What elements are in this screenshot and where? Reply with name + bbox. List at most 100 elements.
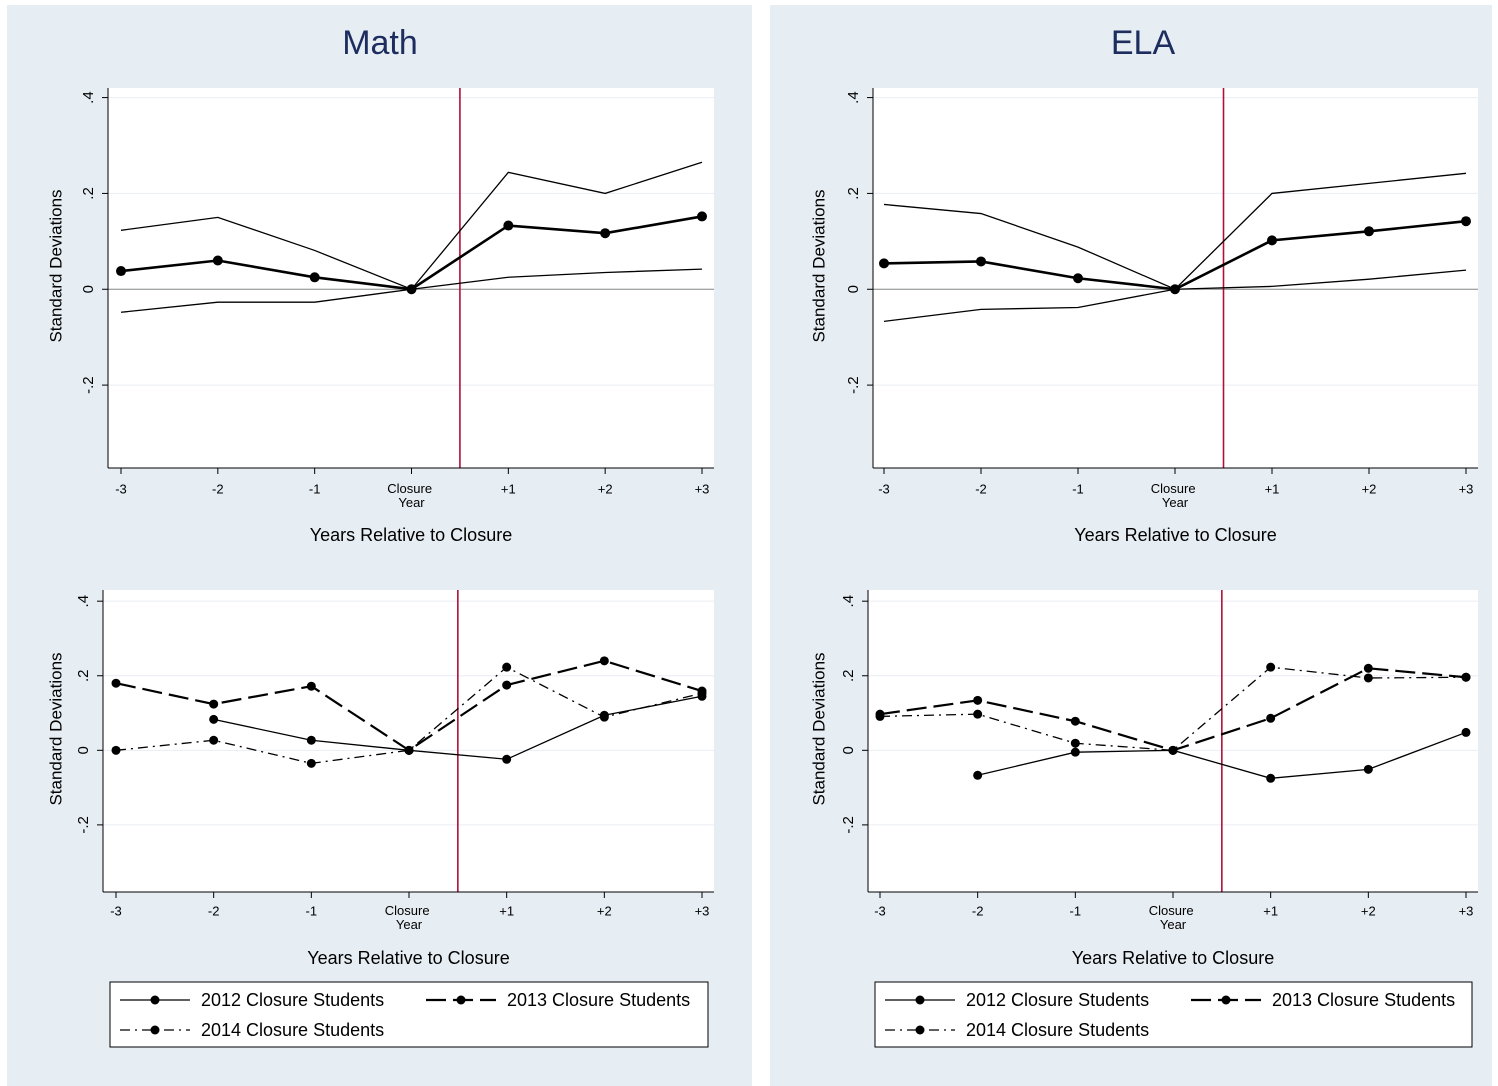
y-tick-label: .4 [75, 595, 92, 608]
point [599, 712, 609, 722]
y-tick-label: 0 [75, 746, 92, 754]
point [1073, 273, 1083, 284]
point [502, 680, 512, 690]
point [502, 754, 512, 764]
series-line [883, 269, 1467, 323]
x-tick-label: Closure Year [385, 903, 433, 932]
legend-marker [456, 995, 466, 1005]
point [209, 699, 219, 709]
x-tick-label: +1 [1263, 903, 1278, 918]
y-tick-label: -.2 [80, 376, 97, 394]
x-tick-label: -3 [115, 481, 127, 496]
point [502, 662, 512, 672]
x-tick-label: +2 [597, 903, 612, 918]
x-tick-label: -2 [208, 903, 220, 918]
legend [874, 981, 1473, 1048]
point [1266, 662, 1276, 672]
y-tick-label: .4 [840, 595, 857, 608]
x-tick-label: Closure Year [387, 481, 435, 510]
x-tick-label: +3 [695, 481, 710, 496]
y-tick-label: -.2 [840, 816, 857, 834]
point [306, 681, 316, 691]
plot-area [108, 88, 714, 468]
y-tick-label: .2 [75, 669, 92, 682]
legend-label: 2014 Closure Students [201, 1020, 384, 1040]
y-tick-label: -.2 [75, 816, 92, 834]
point [1364, 226, 1374, 237]
point [116, 266, 126, 277]
legend-label: 2013 Closure Students [507, 990, 690, 1010]
point [209, 714, 219, 724]
point [111, 678, 121, 688]
legend-label: 2012 Closure Students [966, 990, 1149, 1010]
point [1461, 216, 1471, 227]
point [599, 656, 609, 666]
y-axis-title: Standard Deviations [46, 189, 65, 342]
x-tick-label: +1 [499, 903, 514, 918]
plot-area [103, 590, 714, 892]
x-tick-label: +3 [695, 903, 710, 918]
y-tick-label: -.2 [845, 376, 862, 394]
point [503, 220, 514, 231]
x-tick-label: +2 [1361, 903, 1376, 918]
series-line [977, 731, 1467, 779]
y-tick-label: .4 [80, 91, 97, 104]
legend-marker [150, 1025, 160, 1035]
y-tick-label: 0 [845, 285, 862, 293]
point [306, 758, 316, 768]
legend-label: 2012 Closure Students [201, 990, 384, 1010]
point [1070, 747, 1080, 757]
y-axis-title: Standard Deviations [46, 652, 65, 805]
point [306, 735, 316, 745]
x-tick-label: -3 [878, 481, 890, 496]
y-tick-label: .4 [845, 91, 862, 104]
point [1363, 663, 1373, 673]
x-tick-label: -2 [212, 481, 224, 496]
point [973, 770, 983, 780]
point [1168, 745, 1178, 755]
series-line [213, 695, 703, 760]
legend [109, 981, 709, 1048]
x-tick-label: -3 [874, 903, 886, 918]
point [976, 256, 986, 267]
x-axis-title: Years Relative to Closure [1072, 948, 1274, 968]
legend-marker [915, 1025, 925, 1035]
point [404, 745, 414, 755]
y-tick-label: .2 [845, 187, 862, 200]
point [212, 255, 223, 266]
x-tick-label: Closure Year [1149, 903, 1197, 932]
x-tick-label: -1 [306, 903, 318, 918]
chart-title: ELA [1111, 24, 1176, 62]
x-tick-label: -1 [1070, 903, 1082, 918]
legend-marker [1221, 995, 1231, 1005]
point [697, 211, 707, 222]
point [875, 711, 885, 721]
x-tick-label: -1 [1072, 481, 1084, 496]
point [600, 228, 611, 239]
y-tick-label: 0 [80, 285, 97, 293]
x-tick-label: Closure Year [1151, 481, 1199, 510]
chart-title: Math [342, 24, 418, 62]
x-tick-label: +1 [501, 481, 516, 496]
y-tick-label: .2 [80, 187, 97, 200]
x-tick-label: +3 [1459, 903, 1474, 918]
x-tick-label: +1 [1265, 481, 1280, 496]
y-axis-title: Standard Deviations [809, 652, 828, 805]
point [1266, 773, 1276, 783]
x-tick-label: -1 [309, 481, 321, 496]
legend-marker [915, 995, 925, 1005]
x-tick-label: +2 [598, 481, 613, 496]
point [697, 688, 707, 698]
x-tick-label: -3 [110, 903, 122, 918]
point [111, 745, 121, 755]
series-line [120, 268, 703, 313]
x-axis-title: Years Relative to Closure [310, 525, 512, 545]
legend-label: 2014 Closure Students [966, 1020, 1149, 1040]
point [1461, 727, 1471, 737]
x-axis-title: Years Relative to Closure [1074, 525, 1276, 545]
point [309, 272, 320, 283]
point [1267, 235, 1277, 246]
point [879, 258, 889, 269]
